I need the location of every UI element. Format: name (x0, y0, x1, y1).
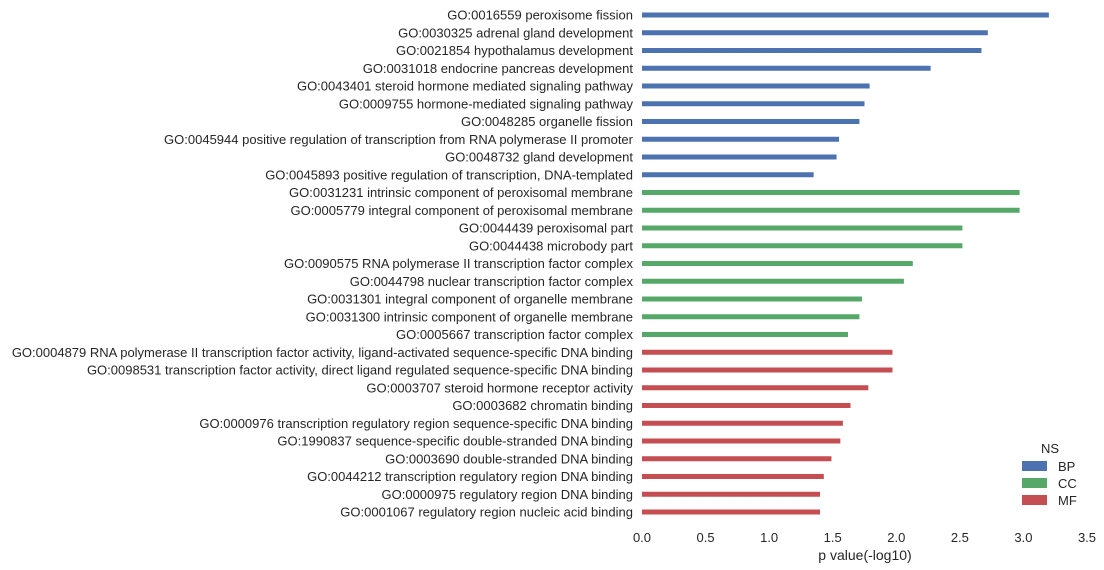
bar-mf (642, 491, 820, 497)
x-tick-label: 2.5 (951, 530, 969, 545)
category-label: GO:1990837 sequence-specific double-stra… (277, 434, 633, 449)
bar-mf (642, 385, 869, 391)
bar-mf (642, 509, 820, 515)
bar-cc (642, 225, 963, 231)
bar-cc (642, 190, 1020, 195)
category-label: GO:0090575 RNA polymerase II transcripti… (284, 256, 633, 271)
category-label: GO:0001067 regulatory region nucleic aci… (340, 505, 633, 520)
bar-bp (642, 136, 840, 142)
category-label: GO:0048732 gland development (445, 150, 633, 165)
bar-bp (642, 119, 860, 124)
category-label: GO:0048285 organelle fission (461, 114, 633, 129)
legend-label-mf: MF (1058, 493, 1077, 508)
category-label: GO:0031300 intrinsic component of organe… (306, 309, 633, 324)
bar-bp (642, 65, 931, 71)
bar-cc (642, 207, 1020, 213)
category-label: GO:0009755 hormone-mediated signaling pa… (339, 96, 634, 111)
category-label: GO:0045944 positive regulation of transc… (164, 132, 634, 147)
category-label: GO:0098531 transcription factor activity… (87, 363, 633, 378)
bar-bp (642, 154, 837, 160)
category-label: GO:0003707 steroid hormone receptor acti… (366, 380, 633, 395)
category-label: GO:0021854 hypothalamus development (396, 43, 633, 58)
x-tick-label: 3.0 (1014, 530, 1032, 545)
bar-cc (642, 278, 904, 284)
bar-cc (642, 332, 848, 337)
category-label: GO:0044798 nuclear transcription factor … (350, 274, 634, 289)
bar-bp (642, 48, 982, 53)
category-label: GO:0003682 chromatin binding (452, 398, 633, 413)
bar-bp (642, 172, 814, 178)
bar-mf (642, 456, 832, 462)
bar-cc (642, 261, 913, 266)
bar-cc (642, 296, 862, 302)
category-label: GO:0005779 integral component of peroxis… (290, 203, 633, 218)
category-label: GO:0030325 adrenal gland development (398, 25, 633, 40)
bar-mf (642, 438, 841, 444)
category-label: GO:0031301 integral component of organel… (307, 292, 633, 307)
category-label: GO:0016559 peroxisome fission (447, 8, 633, 23)
category-label: GO:0000976 transcription regulatory regi… (199, 416, 633, 431)
legend-title: NS (1041, 441, 1059, 456)
category-label: GO:0031018 endocrine pancreas developmen… (363, 61, 634, 76)
bar-bp (642, 12, 1049, 18)
legend-label-cc: CC (1058, 476, 1077, 491)
category-label: GO:0045893 positive regulation of transc… (265, 167, 633, 182)
category-label: GO:0044438 microbody part (469, 238, 633, 253)
category-label: GO:0043401 steroid hormone mediated sign… (297, 79, 634, 94)
bar-bp (642, 83, 870, 89)
x-tick-label: 2.0 (887, 530, 905, 545)
category-label: GO:0044439 peroxisomal part (459, 221, 634, 236)
legend: NS BP CC MF (1022, 441, 1077, 508)
bar-mf (642, 349, 893, 355)
bar-mf (642, 403, 851, 408)
legend-swatch-cc (1022, 478, 1047, 488)
x-tick-label: 0.0 (633, 530, 651, 545)
x-tick-label: 1.5 (824, 530, 842, 545)
x-axis-ticks: 0.0 0.5 1.0 1.5 2.0 2.5 3.0 3.5 (633, 530, 1096, 545)
category-label: GO:0000975 regulatory region DNA binding (382, 487, 634, 502)
category-labels: GO:0016559 peroxisome fission GO:0030325 … (12, 8, 634, 520)
legend-label-bp: BP (1058, 459, 1075, 474)
bar-mf (642, 367, 893, 373)
legend-swatch-bp (1022, 461, 1047, 471)
category-label: GO:0005667 transcription factor complex (396, 327, 634, 342)
legend-items: BP CC MF (1022, 459, 1077, 508)
bar-bp (642, 101, 865, 107)
bar-mf (642, 420, 843, 426)
x-tick-label: 0.5 (697, 530, 715, 545)
category-label: GO:0031231 intrinsic component of peroxi… (289, 185, 633, 200)
bar-mf (642, 474, 824, 479)
x-tick-label: 3.5 (1078, 530, 1096, 545)
x-tick-label: 1.0 (760, 530, 778, 545)
bars-group (642, 12, 1049, 515)
bar-cc (642, 314, 860, 320)
category-label: GO:0003690 double-stranded DNA binding (385, 451, 633, 466)
category-label: GO:0044212 transcription regulatory regi… (307, 469, 633, 484)
x-axis-label: p value(-log10) (818, 547, 911, 563)
bar-bp (642, 30, 988, 36)
category-label: GO:0004879 RNA polymerase II transcripti… (12, 345, 633, 360)
legend-swatch-mf (1022, 495, 1047, 505)
bar-cc (642, 243, 963, 249)
